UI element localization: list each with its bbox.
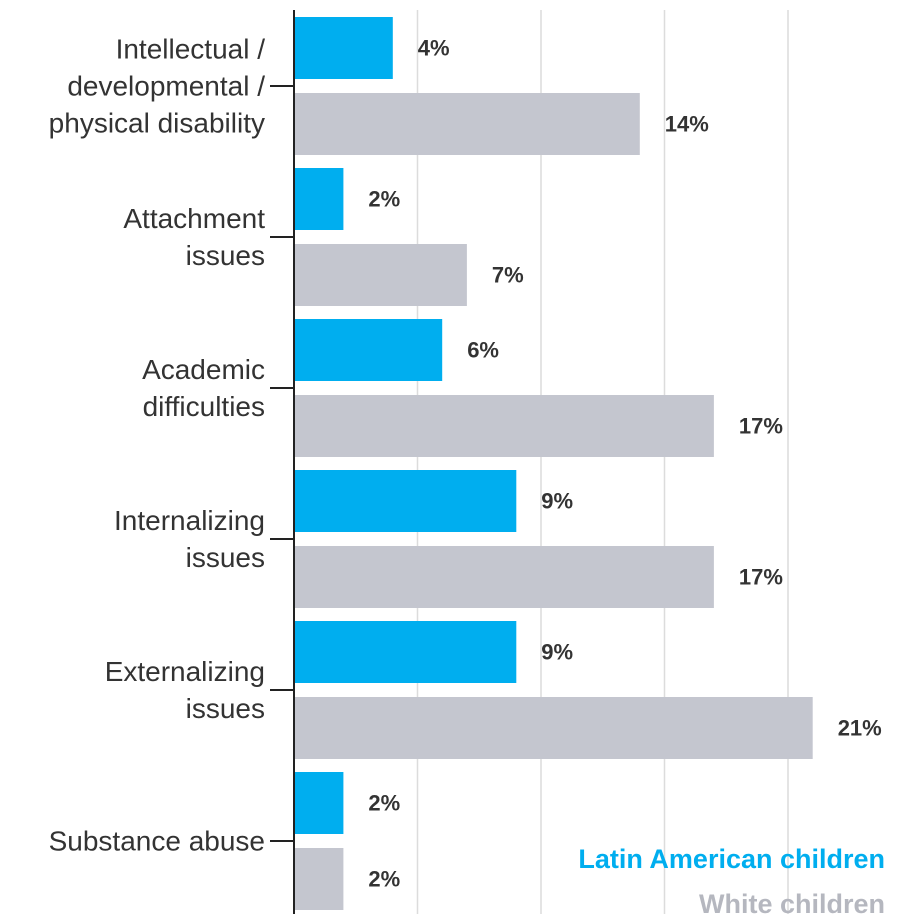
category-label: developmental / [67,71,265,102]
legend-entry: White children [699,889,885,917]
bar-white-1 [294,244,467,306]
category-label: physical disability [49,108,265,139]
legend-entry: Latin American children [578,844,885,874]
data-label: 7% [492,263,524,288]
data-label: 4% [418,36,450,61]
bar-latin-american-3 [294,470,517,532]
value-labels: 4% 2% 6% 9% 9% 2% 14% 7% 17% 17% 21% 2% [368,36,881,892]
data-label: 14% [665,112,709,137]
bar-latin-american-5 [294,772,344,834]
bar-latin-american-1 [294,168,344,230]
category-label: Intellectual / [116,34,266,65]
bar-latin-american-0 [294,17,393,79]
category-labels: Intellectual / developmental / physical di… [49,34,294,857]
bars [294,17,813,910]
category-label: Substance abuse [49,826,265,857]
category-label: issues [186,693,265,724]
data-label: 17% [739,414,783,439]
bar-white-4 [294,697,813,759]
data-label: 17% [739,565,783,590]
bar-white-0 [294,93,640,155]
category-label: difficulties [143,391,265,422]
bar-white-3 [294,546,714,608]
data-label: 21% [838,716,882,741]
bar-latin-american-2 [294,319,443,381]
data-label: 9% [541,640,573,665]
category-label: Externalizing [105,656,265,687]
category-label: Attachment [123,203,265,234]
data-label: 6% [467,338,499,363]
data-label: 9% [541,489,573,514]
category-label: issues [186,240,265,271]
gridlines [416,10,789,914]
data-label: 2% [368,791,400,816]
category-label: issues [186,542,265,573]
category-label: Academic [142,354,265,385]
data-label: 2% [368,867,400,892]
bar-latin-american-4 [294,621,517,683]
category-label: Internalizing [114,505,265,536]
bar-white-5 [294,848,344,910]
bar-white-2 [294,395,714,457]
legend: Latin American children White children [578,844,885,917]
data-label: 2% [368,187,400,212]
